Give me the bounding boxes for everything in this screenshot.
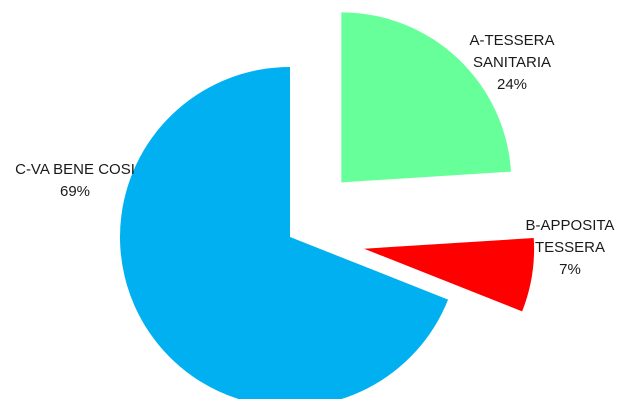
pie-slice-a-tessera-sanitaria (341, 12, 512, 183)
pie-slice-b-apposita-tessera (364, 238, 535, 312)
pie-slice-c-va-bene-cosi (120, 67, 449, 399)
data-label-c-va-bene-cosi: C-VA BENE COSI 69% (15, 161, 135, 200)
data-label-b-apposita-tessera: B-APPOSITA TESSERA 7% (526, 217, 615, 278)
data-label-a-tessera-sanitaria: A-TESSERA SANITARIA 24% (469, 32, 554, 93)
slices-layer (120, 12, 535, 399)
labels-layer: A-TESSERA SANITARIA 24% B-APPOSITA TESSERA 7%… (15, 32, 614, 278)
